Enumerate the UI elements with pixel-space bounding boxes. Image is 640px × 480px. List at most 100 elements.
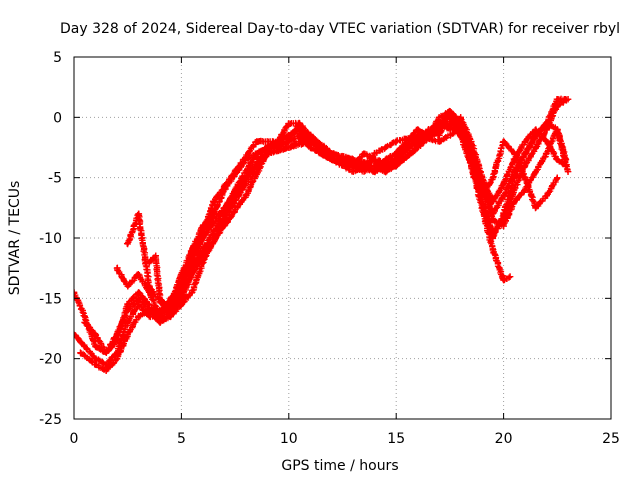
data-point [446, 126, 454, 133]
data-point [135, 271, 142, 278]
data-point [446, 108, 454, 115]
y-tick-label: -25 [39, 412, 62, 428]
data-point [478, 180, 486, 187]
chart-title: Day 328 of 2024, Sidereal Day-to-day VTE… [60, 21, 620, 37]
data-point [435, 114, 443, 121]
data-point [506, 273, 514, 280]
data-point [135, 210, 142, 218]
data-point [414, 126, 421, 133]
data-point [264, 150, 271, 157]
data-point [77, 349, 84, 356]
data-point [468, 138, 475, 145]
data-point [543, 192, 550, 199]
data-point [500, 192, 507, 199]
data-point [489, 234, 497, 242]
data-point [81, 313, 88, 320]
data-point [124, 301, 131, 308]
data-point [242, 192, 250, 199]
x-tick-label: 15 [387, 431, 405, 447]
data-point [113, 264, 121, 272]
data-point [564, 96, 572, 103]
data-point [285, 138, 292, 145]
data-point [199, 228, 207, 236]
data-point [92, 331, 99, 338]
x-tick-label: 25 [602, 431, 620, 447]
data-point [478, 192, 486, 199]
data-point [199, 246, 207, 254]
data-point [350, 156, 357, 163]
data-point [253, 138, 260, 145]
data-point [554, 156, 561, 163]
data-point [81, 343, 88, 350]
y-axis-label: SDTVAR / TECUs [7, 181, 23, 296]
data-point [564, 168, 572, 175]
data-point [500, 222, 507, 230]
y-tick-label: -15 [39, 291, 62, 307]
data-point [231, 186, 239, 193]
y-tick-label: -5 [48, 171, 62, 187]
x-tick-label: 0 [70, 431, 79, 447]
data-point [92, 361, 99, 368]
data-point [231, 168, 239, 175]
data-point [500, 138, 507, 145]
y-tick-label: -20 [39, 352, 62, 368]
data-point [103, 349, 110, 356]
data-point [124, 283, 131, 290]
data-point [92, 343, 99, 350]
data-point [167, 313, 174, 320]
data-point [285, 120, 292, 127]
data-point [199, 258, 207, 266]
data-point [152, 252, 159, 260]
data-point [554, 126, 561, 133]
data-point [511, 186, 518, 193]
data-point [156, 313, 164, 320]
y-tick-label: 0 [53, 110, 62, 126]
data-point [135, 289, 142, 296]
data-point [371, 150, 378, 157]
data-point [511, 150, 518, 157]
data-point [81, 319, 88, 326]
data-point [124, 240, 131, 248]
data-point [124, 331, 131, 338]
data-point [178, 301, 185, 308]
data-point [307, 138, 314, 145]
data-point [521, 138, 529, 145]
data-point [145, 283, 153, 290]
data-point [328, 156, 335, 163]
data-point [382, 156, 389, 163]
data-point [74, 331, 78, 338]
data-points [74, 95, 572, 375]
data-point [296, 120, 303, 127]
data-point [360, 168, 368, 175]
data-point [167, 307, 174, 314]
data-point [435, 138, 443, 145]
data-point [92, 355, 99, 362]
data-point [489, 174, 497, 181]
data-point [74, 289, 78, 296]
data-point [242, 180, 250, 187]
data-point [435, 132, 443, 139]
data-point [532, 168, 540, 175]
data-point [328, 150, 335, 157]
data-point [188, 289, 196, 296]
data-point [221, 216, 228, 224]
data-point [210, 198, 217, 205]
data-point [521, 162, 529, 169]
data-point [521, 150, 529, 157]
data-point [360, 150, 368, 157]
grid [74, 57, 611, 419]
data-point [113, 337, 121, 344]
data-point [511, 168, 518, 175]
data-point [350, 162, 357, 169]
data-point [511, 198, 518, 205]
data-point [135, 301, 142, 308]
y-tick-label: 5 [53, 50, 62, 66]
data-point [554, 102, 561, 109]
data-point [489, 210, 497, 218]
data-point [543, 138, 550, 145]
data-point [350, 168, 357, 175]
data-point [532, 144, 540, 151]
data-point [145, 313, 153, 320]
